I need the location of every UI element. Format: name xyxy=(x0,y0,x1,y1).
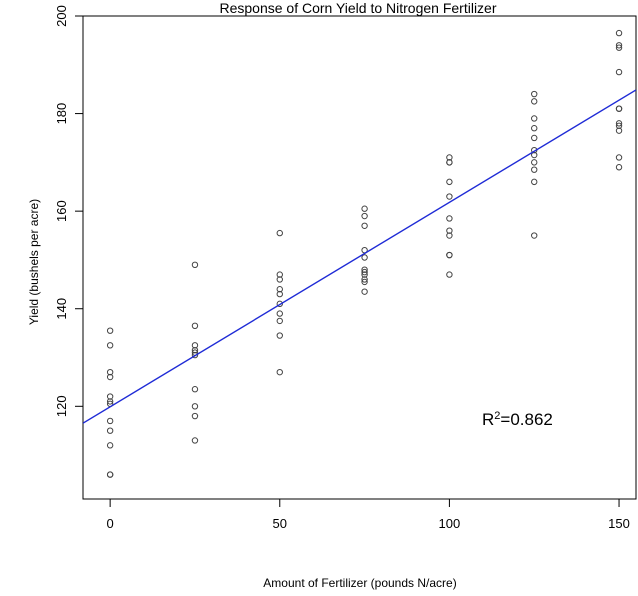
r-squared-superscript: 2 xyxy=(494,410,500,422)
data-point xyxy=(191,412,199,420)
data-point xyxy=(106,398,114,405)
data-point xyxy=(446,271,453,278)
data-point xyxy=(531,159,538,166)
x-tick-label: 100 xyxy=(439,516,461,531)
data-point xyxy=(276,229,283,237)
data-point xyxy=(446,159,453,166)
y-tick-label: 140 xyxy=(54,298,69,320)
data-point xyxy=(361,205,368,212)
data-point xyxy=(531,166,538,173)
data-point xyxy=(615,44,623,51)
data-point xyxy=(361,212,368,220)
r-squared-annotation: R2=0.862 xyxy=(482,410,553,429)
data-point xyxy=(106,327,114,334)
data-point xyxy=(106,427,114,434)
data-point xyxy=(191,351,199,359)
chart-title: Response of Corn Yield to Nitrogen Ferti… xyxy=(219,0,496,16)
data-point xyxy=(615,42,623,49)
data-point xyxy=(276,310,283,317)
data-point xyxy=(106,342,114,349)
x-tick-label: 150 xyxy=(608,516,630,531)
data-points xyxy=(106,29,623,478)
data-point xyxy=(615,105,623,112)
data-point xyxy=(361,288,368,295)
y-tick-label: 160 xyxy=(54,200,69,222)
data-point xyxy=(191,437,199,444)
axis-ticks: 0 50 100 150 120 140 160 180 200 xyxy=(54,5,630,531)
data-point xyxy=(276,271,283,278)
data-point xyxy=(361,266,368,273)
data-point xyxy=(361,276,368,283)
data-point xyxy=(361,268,368,276)
data-point xyxy=(446,193,453,200)
data-point xyxy=(531,125,538,132)
data-point xyxy=(531,178,538,186)
data-point xyxy=(531,151,538,159)
data-point xyxy=(446,232,453,239)
r-squared-base: R xyxy=(482,410,494,429)
data-point xyxy=(276,317,283,325)
data-point xyxy=(276,290,283,298)
data-point xyxy=(361,271,368,278)
data-point xyxy=(191,346,199,354)
regression-line xyxy=(83,89,636,424)
data-point xyxy=(531,115,538,122)
y-tick-label: 120 xyxy=(54,395,69,417)
data-point xyxy=(276,286,283,293)
data-point xyxy=(106,471,114,478)
data-point xyxy=(446,251,453,259)
data-point xyxy=(615,122,623,129)
data-point xyxy=(106,368,114,376)
data-point xyxy=(276,332,283,339)
data-point xyxy=(191,386,199,393)
data-point xyxy=(446,215,453,222)
data-point xyxy=(106,373,114,381)
data-point xyxy=(615,127,623,134)
data-point xyxy=(191,261,199,269)
data-point xyxy=(531,90,538,98)
data-point xyxy=(615,68,623,76)
y-axis-title: Yield (bushels per acre) xyxy=(27,199,41,325)
r-squared-value: =0.862 xyxy=(500,410,552,429)
data-point xyxy=(361,254,368,261)
data-point xyxy=(531,134,538,142)
x-axis-title: Amount of Fertilizer (pounds N/acre) xyxy=(263,576,456,590)
data-point xyxy=(191,322,199,330)
x-tick-label: 0 xyxy=(107,516,114,531)
data-point xyxy=(531,232,538,239)
data-point xyxy=(615,154,623,161)
data-point xyxy=(615,29,623,37)
data-point xyxy=(615,120,623,127)
y-tick-label: 180 xyxy=(54,103,69,125)
data-point xyxy=(531,98,538,105)
data-point xyxy=(106,442,114,449)
data-point xyxy=(361,222,368,229)
y-tick-label: 200 xyxy=(54,5,69,27)
x-tick-label: 50 xyxy=(273,516,287,531)
data-point xyxy=(276,300,283,308)
data-point xyxy=(446,227,453,234)
data-point xyxy=(446,154,453,161)
data-point xyxy=(446,178,453,186)
data-point xyxy=(106,417,114,425)
data-point xyxy=(276,276,283,283)
data-point xyxy=(191,342,199,349)
data-point xyxy=(191,403,199,410)
data-point xyxy=(615,164,623,171)
data-point xyxy=(276,368,283,376)
data-point xyxy=(106,393,114,400)
data-point xyxy=(361,278,368,286)
plot-frame xyxy=(82,15,637,500)
